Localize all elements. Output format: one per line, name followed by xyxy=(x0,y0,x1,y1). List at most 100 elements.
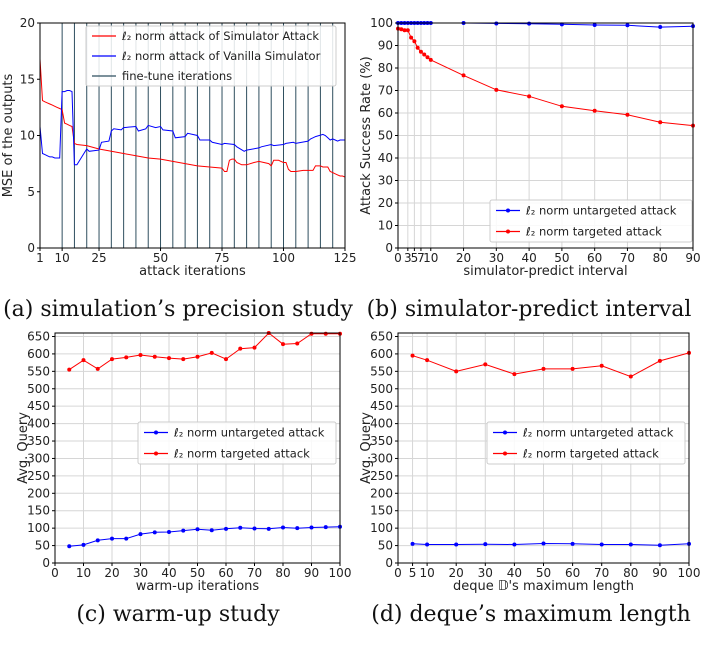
y-tick-label: 600 xyxy=(370,347,393,361)
legend-label: ℓ₂ norm targeted attack xyxy=(522,447,659,461)
data-point xyxy=(657,543,662,548)
data-point xyxy=(422,52,427,57)
data-point xyxy=(95,366,100,371)
y-tick-label: 100 xyxy=(27,521,50,535)
x-tick-label: 5 xyxy=(411,251,419,265)
x-tick-label: 10 xyxy=(419,566,434,580)
data-point xyxy=(295,526,300,531)
x-tick-label: 25 xyxy=(91,251,106,265)
x-tick-label: 20 xyxy=(449,566,464,580)
x-tick-label: 0 xyxy=(51,566,59,580)
panel-c: 0501001502002503003504004505005506006500… xyxy=(16,329,351,627)
data-point xyxy=(195,527,200,532)
data-point xyxy=(559,104,564,109)
data-point xyxy=(425,358,430,363)
legend-label: ℓ₂ norm attack of Simulator Attack xyxy=(121,29,319,43)
x-tick-label: 100 xyxy=(272,251,295,265)
panel-caption: (d) deque’s maximum length xyxy=(371,602,691,627)
series-line-1 xyxy=(39,90,345,166)
series-line-0 xyxy=(39,58,346,178)
legend-box xyxy=(137,421,337,465)
y-tick-label: 250 xyxy=(27,469,50,483)
y-tick-label: 400 xyxy=(27,417,50,431)
data-point xyxy=(81,542,86,547)
data-point xyxy=(628,542,633,547)
data-point xyxy=(95,538,100,543)
data-point xyxy=(224,526,228,531)
data-point xyxy=(110,536,114,541)
x-tick-label: 70 xyxy=(594,566,609,580)
data-point xyxy=(124,536,129,541)
legend-label: ℓ₂ norm targeted attack xyxy=(173,447,310,461)
y-tick-label: 650 xyxy=(27,329,50,343)
data-point xyxy=(541,366,546,371)
y-tick-label: 90 xyxy=(378,39,393,53)
y-tick-label: 60 xyxy=(378,106,393,120)
y-tick-label: 0 xyxy=(27,241,35,255)
data-point xyxy=(657,358,662,363)
data-point xyxy=(167,529,171,534)
data-point xyxy=(599,363,604,368)
y-tick-label: 450 xyxy=(27,399,50,413)
x-tick-label: 50 xyxy=(554,251,569,265)
data-point xyxy=(67,367,72,372)
panel-caption: (a) simulation’s precision study xyxy=(3,297,353,322)
data-point xyxy=(410,353,415,358)
data-point xyxy=(138,532,143,537)
y-tick-label: 650 xyxy=(370,329,393,343)
x-tick-label: 30 xyxy=(478,566,493,580)
y-tick-label: 550 xyxy=(370,364,393,378)
data-point xyxy=(295,341,300,346)
y-tick-label: 550 xyxy=(27,364,50,378)
y-tick-label: 50 xyxy=(378,539,393,553)
data-point xyxy=(412,39,417,44)
data-point xyxy=(323,331,328,336)
y-tick-label: 300 xyxy=(370,451,393,465)
data-point xyxy=(512,372,517,377)
data-point xyxy=(195,354,200,359)
y-axis-label: Attack Success Rate (%) xyxy=(359,56,374,215)
data-point xyxy=(425,55,430,60)
x-tick-label: 0 xyxy=(394,566,402,580)
data-point xyxy=(483,362,488,367)
data-point xyxy=(625,23,630,28)
y-tick-label: 15 xyxy=(20,72,35,86)
legend-box xyxy=(85,25,337,87)
data-point xyxy=(110,357,114,362)
y-axis-label: Avg. Query xyxy=(359,412,374,484)
data-point xyxy=(570,366,575,371)
x-tick-label: 100 xyxy=(329,566,352,580)
data-point xyxy=(281,525,285,530)
data-point xyxy=(425,542,430,547)
panel-caption: (c) warm-up study xyxy=(76,602,280,627)
data-point xyxy=(309,525,314,530)
legend-label: ℓ₂ norm untargeted attack xyxy=(173,426,325,440)
data-point xyxy=(238,346,243,351)
x-tick-label: 60 xyxy=(565,566,580,580)
data-point xyxy=(628,374,633,379)
x-tick-label: 1 xyxy=(36,251,44,265)
y-tick-label: 40 xyxy=(378,151,393,165)
y-tick-label: 50 xyxy=(35,539,50,553)
legend: ℓ₂ norm untargeted attack ℓ₂ norm targete… xyxy=(486,421,686,465)
legend-box xyxy=(486,421,686,465)
y-tick-label: 500 xyxy=(27,382,50,396)
data-point xyxy=(238,525,243,530)
legend-marker xyxy=(503,430,507,435)
x-axis-label: attack iterations xyxy=(139,264,246,279)
x-tick-label: 20 xyxy=(456,251,471,265)
y-tick-label: 500 xyxy=(370,382,393,396)
x-tick-label: 0 xyxy=(394,251,402,265)
data-point xyxy=(181,357,186,362)
data-point xyxy=(409,35,414,40)
data-point xyxy=(209,528,214,533)
y-tick-label: 30 xyxy=(378,174,393,188)
data-point xyxy=(570,541,575,546)
y-tick-label: 0 xyxy=(385,241,393,255)
x-tick-label: 80 xyxy=(653,251,668,265)
data-point xyxy=(658,25,663,30)
legend: ℓ₂ norm attack of Simulator Attack ℓ₂ nor… xyxy=(85,25,337,87)
legend-label: fine-tune iterations xyxy=(122,69,232,83)
data-point xyxy=(67,544,72,549)
